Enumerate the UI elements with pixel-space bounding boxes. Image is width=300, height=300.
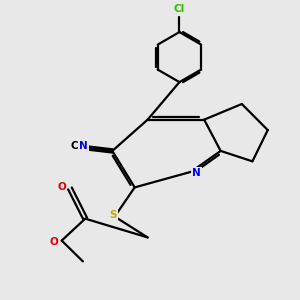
Text: O: O (49, 237, 58, 247)
Text: C: C (70, 142, 78, 152)
Text: S: S (110, 210, 117, 220)
Text: N: N (192, 168, 201, 178)
Text: N: N (79, 142, 88, 152)
Text: O: O (57, 182, 66, 192)
Text: Cl: Cl (174, 4, 185, 14)
